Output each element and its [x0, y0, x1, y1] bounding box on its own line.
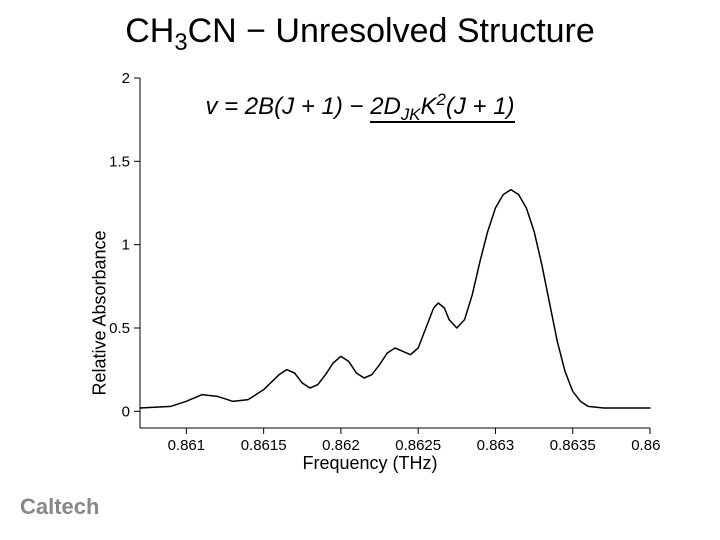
x-axis-label: Frequency (THz): [302, 453, 437, 474]
svg-text:0.5: 0.5: [109, 320, 130, 337]
svg-text:0.862: 0.862: [322, 437, 360, 454]
line-chart: 0.861 0.8615 0.862 0.8625 0.863 0.8635 0.864 0 0…: [80, 68, 660, 478]
formula-underlined: 2DJKK2(J + 1): [370, 93, 514, 123]
y-axis-label: Relative Absorbance: [90, 230, 111, 395]
svg-text:0.863: 0.863: [477, 437, 515, 454]
svg-text:2: 2: [122, 70, 130, 87]
svg-text:0.8625: 0.8625: [395, 437, 441, 454]
formula-a: v = 2B(J + 1) −: [205, 93, 370, 120]
svg-text:0.8615: 0.8615: [241, 437, 287, 454]
title-mol-post: CN: [188, 12, 237, 50]
svg-text:0.864: 0.864: [631, 437, 660, 454]
formula-usub: JK: [401, 105, 421, 124]
svg-text:0.8635: 0.8635: [550, 437, 596, 454]
formula-usup: 2: [437, 90, 446, 109]
svg-text:1.5: 1.5: [109, 153, 130, 170]
title-sep: −: [237, 12, 276, 50]
formula-u1: 2D: [370, 93, 401, 120]
slide: CH3CN − Unresolved Structure Relative Ab…: [0, 0, 720, 540]
formula-u3: (J + 1): [446, 93, 515, 120]
slide-title: CH3CN − Unresolved Structure: [0, 12, 720, 57]
title-mol-sub: 3: [174, 29, 187, 56]
svg-text:1: 1: [122, 237, 130, 254]
formula-u2: K: [420, 93, 436, 120]
title-mol-pre: CH: [125, 12, 174, 50]
svg-text:0: 0: [122, 403, 130, 420]
caltech-logo: Caltech: [20, 494, 99, 520]
title-rest: Unresolved Structure: [275, 12, 594, 50]
formula-text: v = 2B(J + 1) − 2DJKK2(J + 1): [0, 90, 720, 125]
svg-text:0.861: 0.861: [168, 437, 206, 454]
chart-container: Relative Absorbance 0.8610.86150.8620.86…: [80, 68, 660, 478]
